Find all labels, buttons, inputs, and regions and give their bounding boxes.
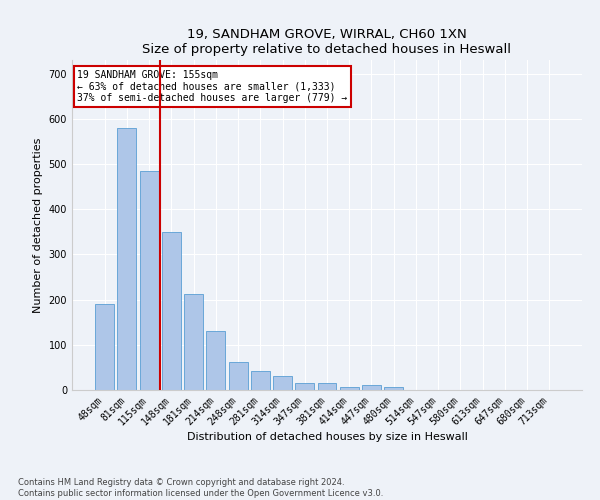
Bar: [340, 387, 359, 390]
Bar: [251, 370, 270, 390]
Text: 19 SANDHAM GROVE: 155sqm
← 63% of detached houses are smaller (1,333)
37% of sem: 19 SANDHAM GROVE: 155sqm ← 63% of detach…: [77, 70, 347, 103]
Bar: [162, 232, 181, 390]
Bar: [295, 383, 314, 390]
Bar: [362, 384, 381, 390]
Bar: [184, 294, 203, 390]
Bar: [206, 331, 225, 390]
Bar: [140, 171, 158, 390]
Text: Contains HM Land Registry data © Crown copyright and database right 2024.
Contai: Contains HM Land Registry data © Crown c…: [18, 478, 383, 498]
Y-axis label: Number of detached properties: Number of detached properties: [33, 138, 43, 312]
Title: 19, SANDHAM GROVE, WIRRAL, CH60 1XN
Size of property relative to detached houses: 19, SANDHAM GROVE, WIRRAL, CH60 1XN Size…: [143, 28, 511, 56]
Bar: [95, 304, 114, 390]
Bar: [118, 128, 136, 390]
X-axis label: Distribution of detached houses by size in Heswall: Distribution of detached houses by size …: [187, 432, 467, 442]
Bar: [229, 362, 248, 390]
Bar: [384, 388, 403, 390]
Bar: [273, 376, 292, 390]
Bar: [317, 383, 337, 390]
